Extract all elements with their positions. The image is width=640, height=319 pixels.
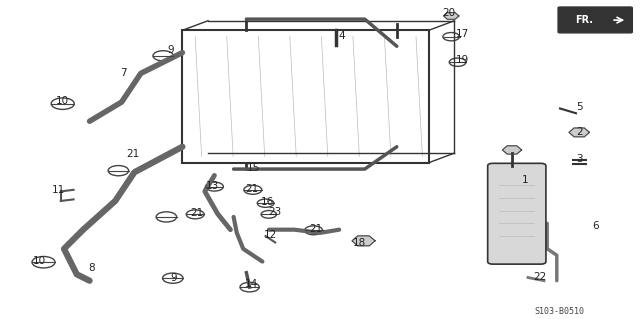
Text: 19: 19: [456, 55, 468, 65]
Polygon shape: [569, 128, 589, 137]
Bar: [182, 30, 429, 163]
Text: 2: 2: [576, 127, 582, 137]
Text: S103-B0510: S103-B0510: [534, 307, 584, 315]
Text: 14: 14: [245, 279, 258, 289]
Polygon shape: [444, 13, 459, 19]
Text: FR.: FR.: [575, 15, 593, 25]
Text: 10: 10: [56, 96, 69, 106]
Text: 20: 20: [443, 8, 456, 19]
FancyBboxPatch shape: [488, 163, 546, 264]
Text: 9: 9: [171, 273, 177, 284]
Text: 17: 17: [456, 29, 468, 40]
Text: 21: 21: [309, 224, 322, 234]
Polygon shape: [502, 146, 522, 154]
Text: 12: 12: [264, 230, 276, 241]
Text: 22: 22: [533, 272, 546, 282]
Text: 21: 21: [190, 208, 203, 218]
Text: 1: 1: [522, 175, 528, 185]
Text: 16: 16: [261, 197, 274, 207]
Text: 21: 21: [245, 184, 258, 194]
Text: 4: 4: [339, 31, 345, 41]
Text: 23: 23: [269, 207, 282, 218]
Text: 10: 10: [33, 256, 46, 266]
FancyBboxPatch shape: [558, 7, 632, 33]
Text: 15: 15: [247, 163, 260, 173]
Text: 3: 3: [576, 154, 582, 165]
Text: 21: 21: [126, 149, 139, 159]
Text: 11: 11: [52, 185, 65, 196]
Text: 8: 8: [88, 263, 95, 273]
Text: 5: 5: [576, 102, 582, 112]
Polygon shape: [352, 236, 375, 246]
Text: 9: 9: [168, 45, 174, 55]
Text: 13: 13: [206, 181, 219, 191]
Text: 18: 18: [353, 238, 366, 248]
Text: 7: 7: [120, 68, 127, 78]
Text: 6: 6: [592, 221, 598, 232]
